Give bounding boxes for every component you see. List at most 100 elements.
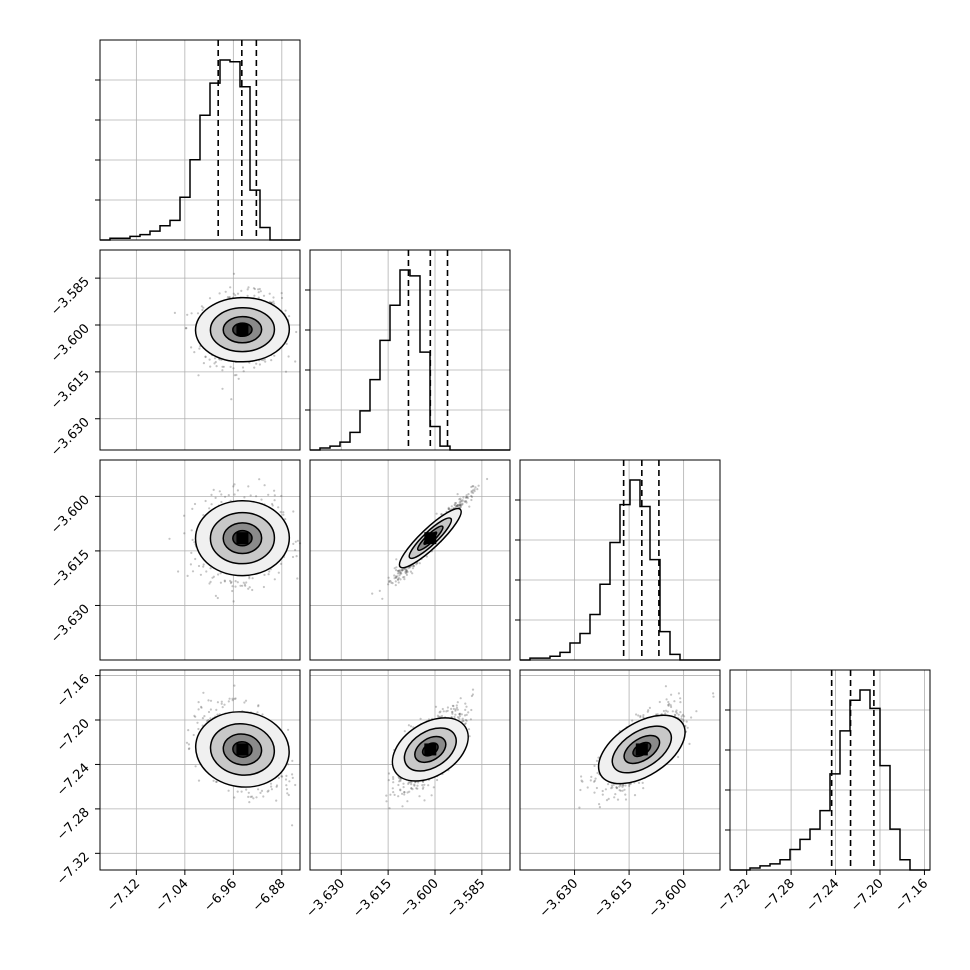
sample-point bbox=[168, 537, 171, 540]
sample-point bbox=[411, 564, 414, 567]
sample-point bbox=[452, 704, 455, 708]
sample-point bbox=[191, 538, 194, 542]
panel-frame-3-3 bbox=[729, 669, 931, 871]
sample-point bbox=[294, 540, 297, 543]
sample-point bbox=[229, 581, 232, 585]
sample-point bbox=[237, 377, 240, 380]
sample-point bbox=[456, 504, 459, 507]
sample-point bbox=[459, 504, 463, 507]
sample-point bbox=[252, 287, 255, 290]
sample-point bbox=[251, 577, 254, 580]
sample-point bbox=[223, 580, 226, 583]
sample-point bbox=[291, 776, 294, 780]
sample-point bbox=[671, 710, 674, 713]
sample-point bbox=[222, 365, 225, 368]
sample-point bbox=[446, 706, 449, 709]
sample-point bbox=[486, 477, 489, 481]
sample-point bbox=[387, 576, 390, 579]
sample-point bbox=[677, 755, 680, 759]
sample-point bbox=[209, 580, 212, 584]
sample-point bbox=[393, 793, 396, 797]
sample-point bbox=[381, 597, 384, 600]
sample-point bbox=[405, 570, 408, 573]
sample-point bbox=[273, 499, 276, 502]
sample-point bbox=[681, 713, 685, 717]
sample-point bbox=[229, 365, 232, 368]
sample-point bbox=[291, 824, 294, 827]
histogram-1 bbox=[310, 269, 510, 451]
sample-point bbox=[197, 727, 200, 731]
sample-point bbox=[455, 505, 458, 508]
sample-point bbox=[273, 354, 276, 357]
sample-point bbox=[454, 713, 457, 716]
sample-point bbox=[229, 579, 232, 583]
sample-point bbox=[385, 800, 388, 803]
sample-point bbox=[245, 581, 248, 584]
sample-point bbox=[234, 294, 237, 297]
sample-point bbox=[400, 568, 403, 571]
sample-point bbox=[470, 494, 473, 498]
sample-point bbox=[286, 792, 289, 795]
sample-point bbox=[409, 570, 412, 573]
sample-point bbox=[213, 362, 216, 365]
sample-point bbox=[447, 506, 450, 509]
sample-point bbox=[194, 715, 197, 718]
grid-3-3 bbox=[730, 670, 930, 870]
sample-point bbox=[472, 491, 475, 494]
sample-point bbox=[292, 510, 295, 513]
sample-point bbox=[285, 784, 288, 787]
sample-point bbox=[194, 765, 197, 768]
sample-point bbox=[450, 707, 453, 711]
sample-point bbox=[400, 572, 403, 575]
sample-point bbox=[294, 783, 297, 787]
sample-point bbox=[412, 564, 415, 567]
sample-point bbox=[407, 567, 410, 570]
sample-point bbox=[399, 778, 402, 781]
sample-point bbox=[408, 566, 411, 569]
sample-point bbox=[416, 787, 419, 790]
sample-point bbox=[399, 788, 402, 791]
sample-point bbox=[453, 503, 456, 506]
sample-point bbox=[465, 705, 468, 708]
sample-point bbox=[215, 780, 218, 784]
sample-point bbox=[183, 514, 186, 517]
sample-point bbox=[623, 788, 626, 791]
sample-point bbox=[214, 360, 217, 364]
sample-point bbox=[387, 779, 390, 782]
sample-point bbox=[677, 713, 680, 716]
sample-point bbox=[177, 570, 180, 573]
sample-point bbox=[228, 296, 231, 299]
sample-point bbox=[209, 365, 212, 368]
sample-point bbox=[239, 584, 242, 587]
sample-point bbox=[466, 496, 469, 500]
sample-point bbox=[402, 782, 405, 785]
sample-point bbox=[465, 496, 469, 499]
sample-point bbox=[288, 315, 291, 318]
histogram-3 bbox=[730, 689, 930, 871]
sample-point bbox=[216, 596, 219, 600]
sample-point bbox=[411, 567, 415, 570]
sample-point bbox=[397, 795, 400, 798]
density-peak-3-0 bbox=[236, 743, 249, 756]
sample-point bbox=[212, 488, 215, 491]
sample-point bbox=[231, 585, 234, 588]
sample-point bbox=[398, 574, 401, 577]
sample-point bbox=[471, 688, 475, 691]
sample-point bbox=[430, 794, 433, 797]
sample-point bbox=[208, 582, 211, 585]
sample-point bbox=[287, 728, 290, 731]
sample-point bbox=[218, 490, 221, 493]
sample-point bbox=[473, 488, 476, 491]
density-peak-3-1 bbox=[424, 743, 437, 756]
sample-point bbox=[411, 572, 414, 575]
sample-point bbox=[470, 708, 473, 712]
sample-point bbox=[226, 296, 229, 299]
sample-point bbox=[236, 489, 239, 492]
sample-point bbox=[459, 499, 462, 502]
sample-point bbox=[442, 710, 445, 713]
sample-point bbox=[202, 362, 205, 365]
sample-point bbox=[439, 710, 442, 713]
sample-point bbox=[458, 501, 461, 504]
sample-point bbox=[209, 567, 212, 570]
sample-point bbox=[227, 494, 230, 497]
